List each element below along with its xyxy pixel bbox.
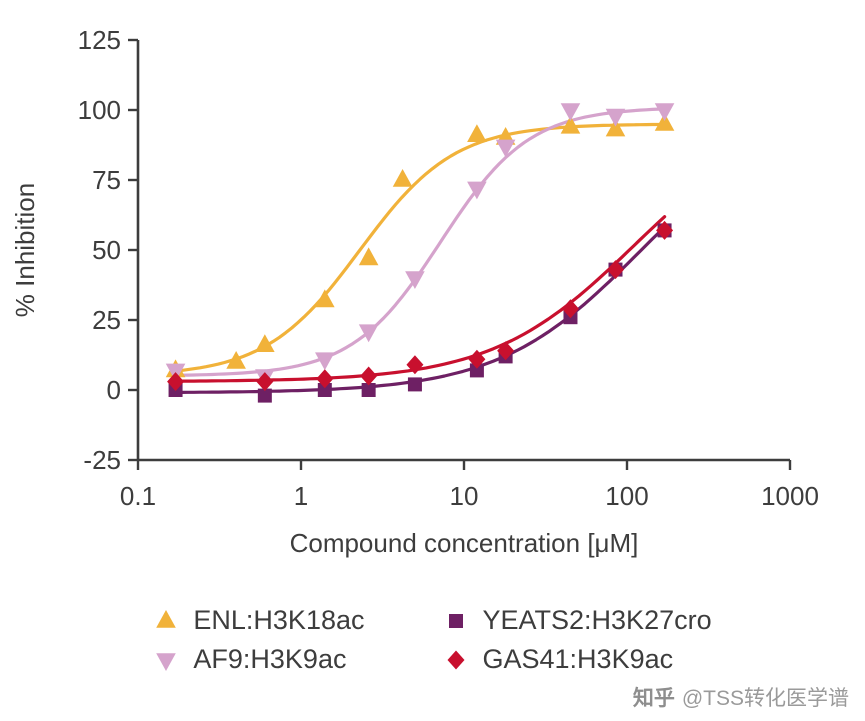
x-tick-label: 100: [605, 481, 648, 511]
legend-label: YEATS2:H3K27cro: [482, 605, 712, 635]
data-point: [497, 341, 515, 361]
x-tick-label: 0.1: [120, 481, 156, 511]
data-point: [606, 260, 624, 280]
fit-curve: [174, 215, 667, 383]
data-point: [392, 169, 413, 187]
data-point: [358, 247, 379, 266]
data-point: [495, 139, 516, 158]
triangle-up-marker-icon: [156, 609, 177, 628]
data-point: [315, 289, 335, 308]
square-marker-icon: [448, 613, 463, 628]
x-tick-label: 1000: [761, 481, 819, 511]
x-axis-label: Compound concentration [μM]: [290, 528, 639, 558]
legend-grid: ENL:H3K18ac AF9:H3K9ac YEATS2:H3K27cro GAS4…: [153, 605, 712, 675]
chart-legend: ENL:H3K18ac AF9:H3K9ac YEATS2:H3K27cro GAS4…: [0, 605, 865, 675]
data-point: [167, 372, 185, 392]
legend-item-gas41: GAS41:H3K9ac: [443, 643, 712, 675]
data-point: [654, 103, 675, 121]
data-point: [605, 108, 626, 127]
data-point: [317, 383, 332, 397]
square-marker-icon: [448, 613, 463, 628]
diamond-marker-icon: [447, 650, 464, 670]
data-point: [560, 115, 581, 134]
watermark-brand: 知乎: [632, 687, 675, 710]
data-point: [361, 383, 376, 397]
data-point: [407, 377, 422, 392]
fit-curve: [174, 122, 667, 373]
data-point: [467, 181, 487, 200]
legend-label: ENL:H3K18ac: [193, 605, 365, 635]
watermark-handle: @TSS转化医学谱: [681, 687, 849, 710]
diamond-marker-icon: [447, 650, 464, 670]
y-tick-label: 50: [92, 235, 121, 265]
data-point: [561, 299, 579, 319]
y-axis-label: % Inhibition: [10, 183, 40, 317]
data-point: [405, 271, 425, 289]
legend-label: AF9:H3K9ac: [193, 643, 347, 674]
data-point: [406, 355, 424, 375]
data-point: [467, 124, 487, 142]
data-point: [315, 352, 335, 371]
data-point: [605, 118, 626, 137]
data-point: [468, 349, 486, 369]
fit-curve: [174, 107, 667, 377]
y-tick-label: 0: [107, 375, 121, 405]
legend-label: GAS41:H3K9ac: [482, 643, 674, 674]
y-tick-label: 100: [78, 95, 121, 125]
triangle-down-marker-icon: [156, 652, 177, 671]
legend-item-enl: ENL:H3K18ac: [153, 605, 365, 636]
data-point: [256, 372, 274, 392]
data-point: [654, 113, 675, 131]
triangle-up-marker-icon: [156, 609, 177, 628]
data-point: [257, 388, 272, 403]
data-point: [360, 366, 378, 386]
data-point: [226, 351, 246, 369]
triangle-down-marker-icon: [156, 652, 177, 671]
y-tick-label: -25: [83, 445, 121, 475]
data-point: [469, 363, 484, 378]
x-tick-label: 1: [294, 481, 308, 511]
data-point: [656, 220, 674, 240]
legend-item-yeats2: YEATS2:H3K27cro: [443, 605, 712, 636]
data-point: [255, 334, 275, 352]
y-tick-label: 125: [78, 25, 121, 55]
legend-item-af9: AF9:H3K9ac: [153, 643, 364, 675]
data-point: [560, 103, 581, 121]
y-tick-label: 25: [92, 305, 121, 335]
y-tick-label: 75: [92, 165, 121, 195]
x-tick-label: 10: [450, 481, 479, 511]
data-point: [358, 324, 379, 343]
data-point: [316, 369, 334, 389]
watermark: 知乎 @TSS转化医学谱: [633, 682, 849, 712]
dose-response-chart: -25 0 25 50 75 100 125 0.1 1 10 100 1000 Compound co…: [10, 25, 819, 558]
